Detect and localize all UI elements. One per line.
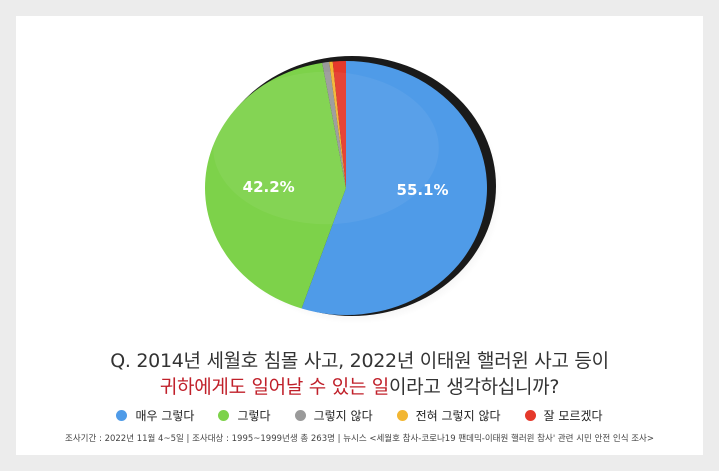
survey-footnote: 조사기간 : 2022년 11월 4~5일 | 조사대상 : 1995~1999… bbox=[65, 434, 654, 444]
legend-dot bbox=[396, 410, 408, 421]
legend-item-unsure: 잘 모르겠다 bbox=[524, 407, 603, 424]
slice-very-yes bbox=[301, 61, 487, 315]
question-highlight: 귀하에게도 일어날 수 있는 일 bbox=[159, 376, 389, 398]
question-line-2: 귀하에게도 일어날 수 있는 일이라고 생각하십니까? bbox=[0, 372, 719, 399]
legend-label: 잘 모르겠다 bbox=[543, 409, 603, 423]
slice-never bbox=[329, 61, 346, 188]
pie-gloss bbox=[213, 71, 439, 225]
legend-dot bbox=[116, 410, 128, 421]
slice-yes bbox=[204, 62, 346, 309]
legend-label: 그렇지 않다 bbox=[313, 409, 373, 423]
legend-dot bbox=[218, 410, 230, 421]
legend-dot bbox=[524, 410, 536, 421]
question-rest: 이라고 생각하십니까? bbox=[388, 376, 560, 398]
slice-unsure bbox=[332, 61, 346, 188]
legend-label: 전혀 그렇지 않다 bbox=[415, 409, 501, 423]
legend-item-never: 전혀 그렇지 않다 bbox=[396, 407, 501, 424]
legend-dot bbox=[294, 410, 306, 421]
legend: 매우 그렇다 그렇다 그렇지 않다 전혀 그렇지 않다 잘 모르겠다 bbox=[0, 407, 719, 424]
legend-item-no: 그렇지 않다 bbox=[294, 407, 373, 424]
data-label-slice-yes: 42.2% bbox=[243, 178, 295, 196]
slice-no bbox=[322, 61, 346, 188]
question-line-1: Q. 2014년 세월호 침몰 사고, 2022년 이태원 핼러윈 사고 등이 bbox=[110, 350, 609, 372]
legend-label: 그렇다 bbox=[237, 409, 271, 423]
legend-item-very-yes: 매우 그렇다 bbox=[116, 407, 194, 424]
data-label-slice-very-yes: 55.1% bbox=[397, 181, 449, 199]
legend-label: 매우 그렇다 bbox=[135, 409, 195, 423]
legend-item-yes: 그렇다 bbox=[218, 407, 271, 424]
